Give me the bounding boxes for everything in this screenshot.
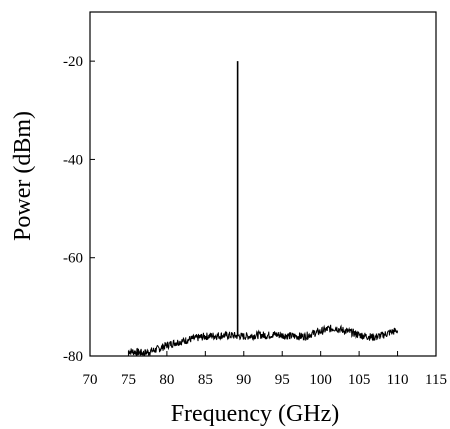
- x-tick-label: 110: [387, 372, 409, 388]
- x-tick-label: 80: [159, 372, 174, 388]
- x-tick-label: 85: [198, 372, 213, 388]
- y-axis-label: Power (dBm): [10, 111, 36, 241]
- x-tick-label: 100: [309, 372, 332, 388]
- x-tick-label: 115: [425, 372, 447, 388]
- x-tick-label: 70: [83, 372, 98, 388]
- x-axis-label: Frequency (GHz): [171, 401, 340, 427]
- x-tick-label: 90: [236, 372, 251, 388]
- x-tick-label: 95: [275, 372, 290, 388]
- noise-floor-trace: [128, 324, 399, 357]
- x-tick-label: 105: [348, 372, 371, 388]
- y-tick-label: -60: [63, 251, 83, 267]
- y-tick-label: -80: [63, 349, 83, 365]
- y-tick-label: -20: [63, 54, 83, 70]
- plot-frame: [89, 11, 437, 357]
- y-tick-label: -40: [63, 152, 83, 168]
- x-tick-label: 75: [121, 372, 136, 388]
